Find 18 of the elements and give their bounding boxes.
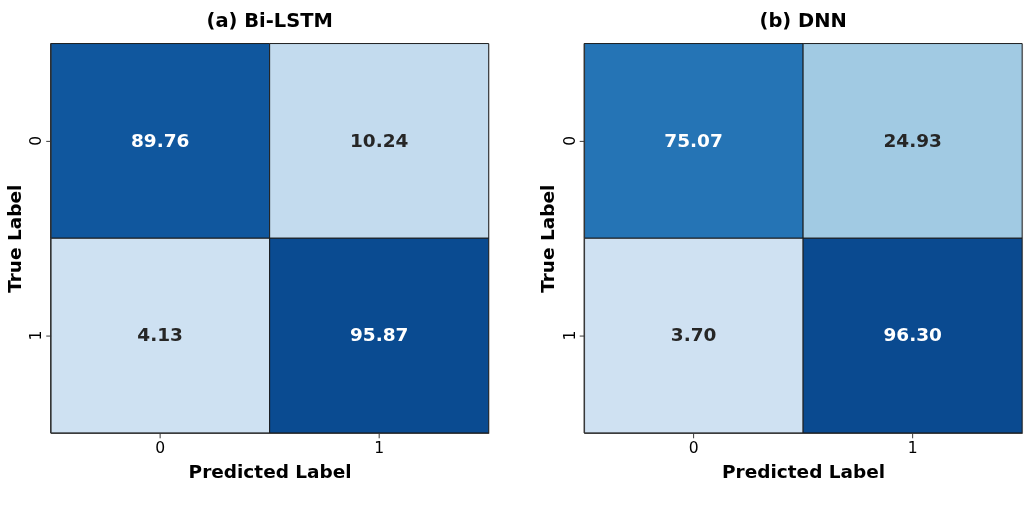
- x-axis-title: Predicted Label: [188, 461, 352, 483]
- data-label: 96.30: [883, 324, 942, 346]
- chart-title: (b) DNN: [759, 9, 847, 33]
- x-tick-label: 0: [155, 438, 166, 457]
- data-label: 3.70: [670, 324, 717, 346]
- data-label: 4.13: [137, 324, 183, 346]
- data-label: 89.76: [130, 129, 190, 151]
- chart-title: (a) Bi-LSTM: [206, 9, 333, 33]
- y-axis-title: True Label: [3, 184, 25, 293]
- x-tick-label: 1: [907, 438, 918, 457]
- data-label: 95.87: [349, 324, 409, 346]
- x-axis-title: Predicted Label: [722, 461, 886, 483]
- data-label: 24.93: [883, 129, 942, 151]
- y-axis-title: True Label: [537, 184, 559, 293]
- x-tick-label: 0: [688, 438, 699, 457]
- data-label: 75.07: [664, 129, 723, 151]
- x-tick-label: 1: [374, 438, 385, 457]
- data-label: 10.24: [349, 129, 409, 151]
